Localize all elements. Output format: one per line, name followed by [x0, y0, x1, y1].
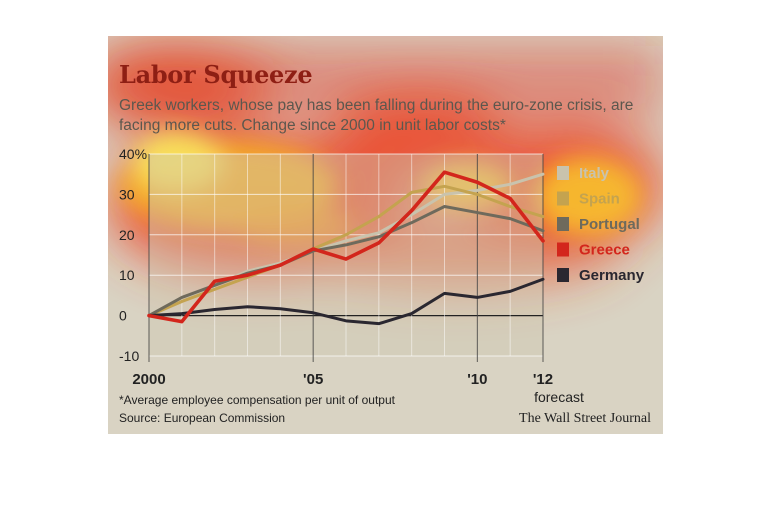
x-tick-label: '12 — [533, 371, 553, 388]
y-axis-ticks: 40% 30 20 10 0 -10 — [119, 146, 147, 364]
x-tick-label: 2000 — [132, 371, 165, 388]
chart-card: Labor Squeeze Greek workers, whose pay h… — [108, 36, 663, 434]
x-tick-label: '05 — [303, 371, 323, 388]
chart-title: Labor Squeeze — [119, 60, 313, 89]
series-lines — [147, 170, 545, 326]
footnote: *Average employee compensation per unit … — [119, 393, 395, 407]
legend-swatch-germany — [557, 268, 569, 282]
publisher-credit: The Wall Street Journal — [519, 411, 651, 426]
y-tick-label: -10 — [119, 348, 139, 364]
heatmap-overlay — [108, 41, 663, 286]
y-tick-label: 0 — [119, 308, 127, 324]
forecast-label: forecast — [534, 389, 584, 405]
x-tick-label: '10 — [467, 371, 487, 388]
series-line-spain — [147, 184, 545, 318]
y-tick-label: 10 — [119, 267, 135, 283]
legend: Italy Spain Portugal Greece Germany — [557, 165, 645, 284]
legend-label-germany: Germany — [579, 267, 645, 284]
series-line-greece — [147, 170, 545, 324]
legend-label-greece: Greece — [579, 242, 630, 259]
legend-swatch-spain — [557, 191, 569, 206]
gridlines — [148, 153, 544, 362]
legend-swatch-italy — [557, 166, 569, 180]
legend-label-spain: Spain — [579, 191, 620, 208]
legend-swatch-portugal — [557, 217, 569, 231]
legend-label-portugal: Portugal — [579, 216, 640, 233]
legend-label-italy: Italy — [579, 165, 610, 182]
series-line-germany — [147, 277, 545, 326]
y-tick-label: 30 — [119, 186, 135, 202]
y-tick-label: 40% — [119, 146, 147, 162]
source-note: Source: European Commission — [119, 411, 286, 425]
line-chart: 40% 30 20 10 0 -10 2000 '05 '10 '12 forecast Ita… — [119, 146, 645, 405]
x-axis-ticks: 2000 '05 '10 '12 — [132, 371, 553, 388]
series-line-portugal — [147, 205, 545, 318]
legend-swatch-greece — [557, 242, 569, 257]
y-tick-label: 20 — [119, 227, 135, 243]
chart-subtitle: Greek workers, whose pay has been fallin… — [119, 97, 634, 134]
